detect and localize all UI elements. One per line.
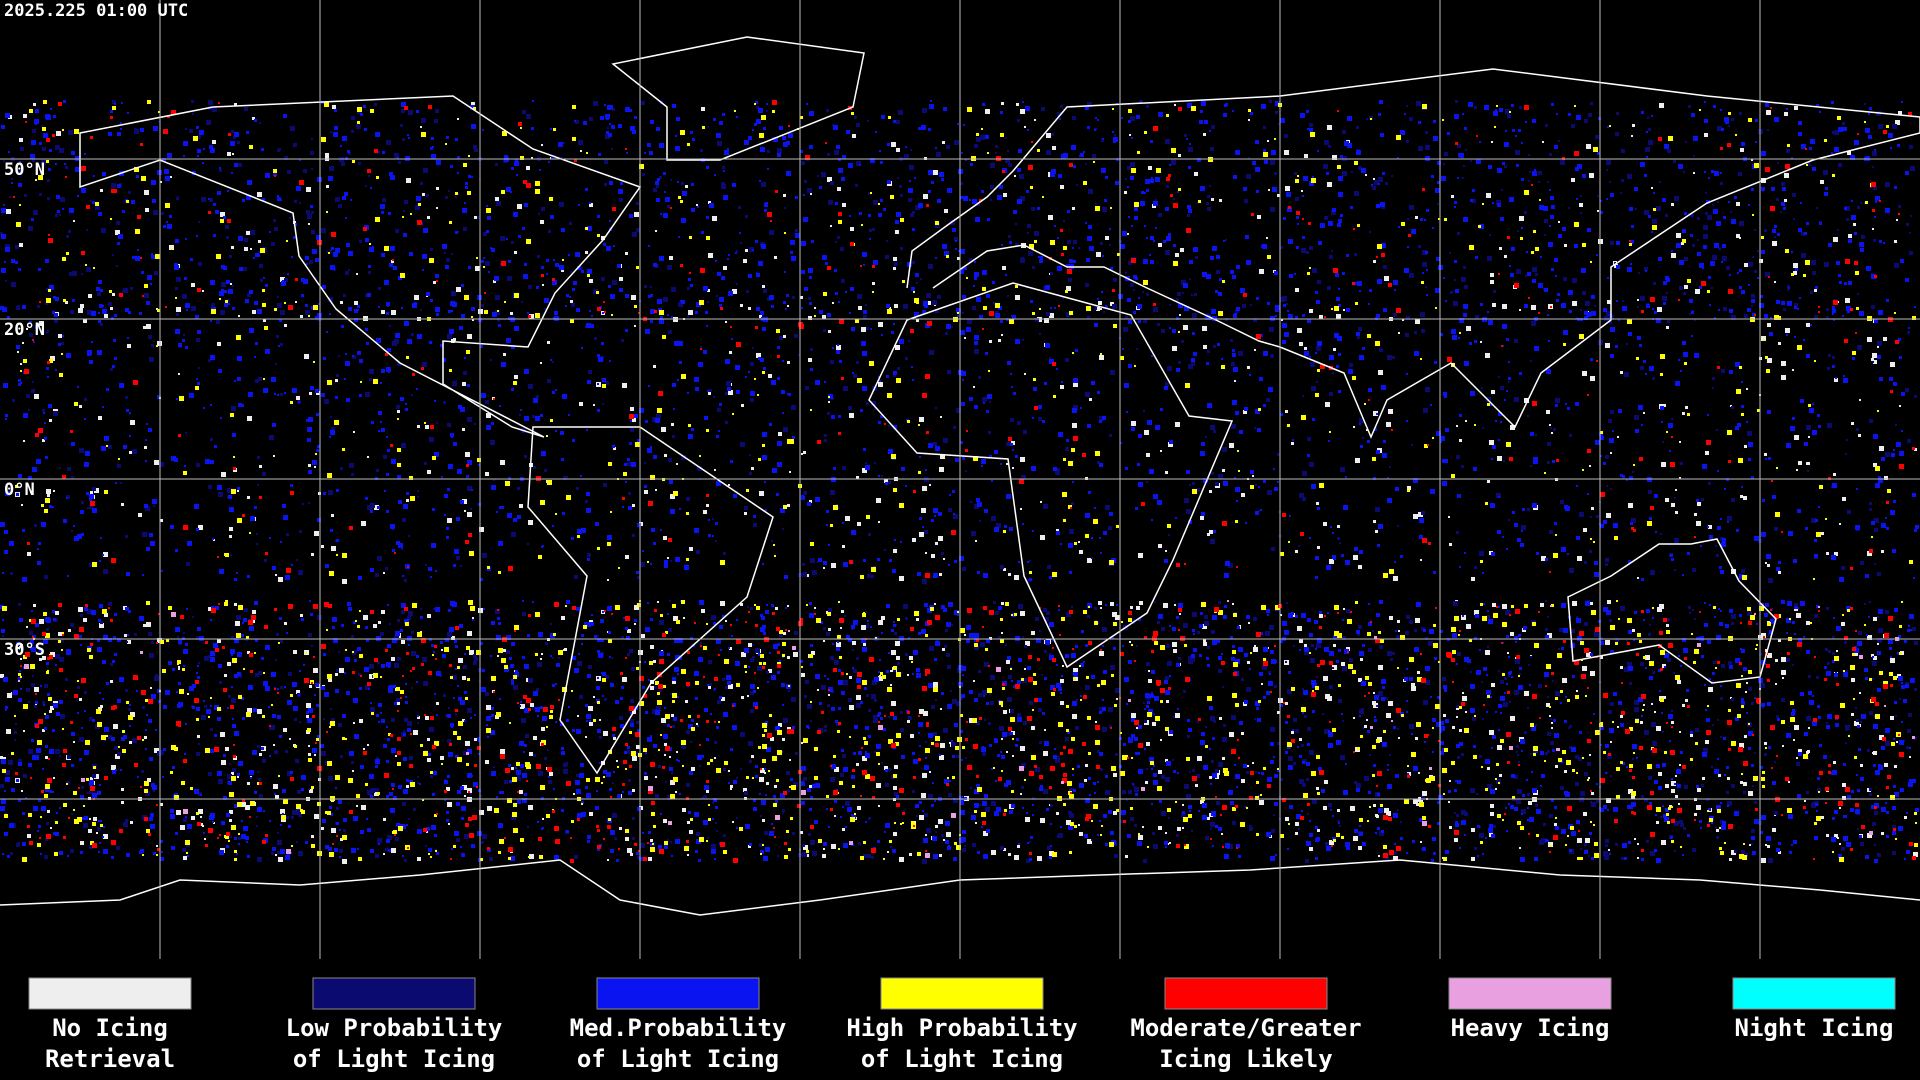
timestamp: 2025.225 01:00 UTC — [4, 1, 188, 21]
legend-label: Heavy Icing — [1451, 1014, 1610, 1042]
legend-label: of Light Icing — [861, 1045, 1063, 1073]
coastline-antarctica — [0, 859, 1920, 916]
latitude-label: 50°N — [4, 160, 45, 180]
legend-label: Retrieval — [45, 1045, 175, 1073]
legend-label: High Probability — [846, 1014, 1077, 1042]
legend-label: No Icing — [52, 1014, 168, 1042]
coastline-australia — [1567, 538, 1777, 684]
legend-swatch — [1164, 977, 1328, 1010]
coastline-africa — [868, 282, 1234, 669]
legend-swatch — [28, 977, 192, 1010]
latitude-label: 30°S — [4, 640, 45, 660]
legend-label: Icing Likely — [1159, 1045, 1332, 1073]
legend-swatch — [1448, 977, 1612, 1010]
graticule — [0, 0, 1920, 959]
icing-fields — [0, 100, 1919, 864]
latitude-labels: 50°N 20°N 0°N 30°S — [4, 160, 45, 660]
legend-swatch — [312, 977, 476, 1010]
legend-label: Moderate/Greater — [1130, 1014, 1361, 1042]
legend-swatch — [880, 977, 1044, 1010]
latitude-label: 20°N — [4, 320, 45, 340]
legend-label: of Light Icing — [293, 1045, 495, 1073]
latitude-label: 0°N — [4, 480, 35, 500]
icing-speckles — [0, 100, 1919, 863]
legend-label: of Light Icing — [577, 1045, 779, 1073]
coastline-north-america — [79, 95, 642, 438]
legend-label: Night Icing — [1735, 1014, 1894, 1042]
legend-swatch — [596, 977, 760, 1010]
coastlines — [0, 36, 1920, 916]
legend-label: Med.Probability — [570, 1014, 787, 1042]
coastline-eurasia — [906, 68, 1920, 439]
legend-swatch — [1732, 977, 1896, 1010]
coastline-south-america — [527, 426, 774, 775]
coastline-greenland — [611, 36, 865, 161]
legend: No Icing Retrieval Low Probability of Light… — [28, 977, 1896, 1073]
legend-label: Low Probability — [286, 1014, 503, 1042]
